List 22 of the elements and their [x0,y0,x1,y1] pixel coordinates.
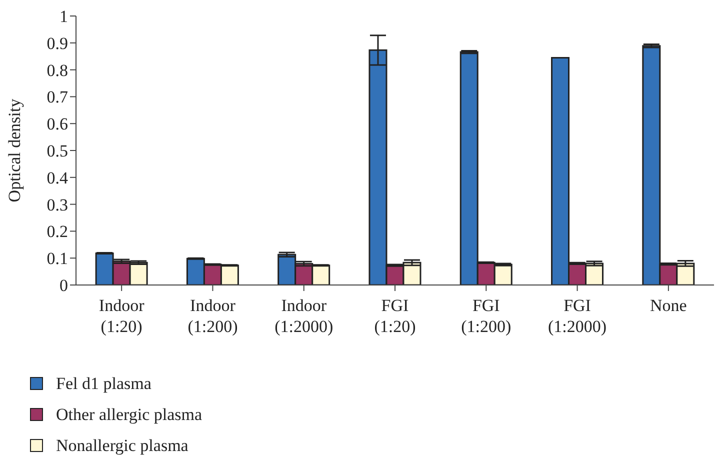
x-tick-label: FGI (1:200) [461,296,512,336]
y-tick-label: 0.9 [46,34,68,53]
y-tick-label: 0.3 [46,195,68,214]
y-tick-label: 0 [60,276,68,296]
legend-label: Other allergic plasma [56,404,202,424]
y-tick-label: 0.8 [46,60,68,80]
legend-label: Fel d1 plasma [56,374,152,394]
y-tick-label: 0.4 [46,168,68,188]
x-tick-label: Indoor (1:2000) [274,296,334,336]
x-tick-label: Indoor (1:20) [98,296,145,336]
x-tick-label: FGI (1:2000) [548,296,607,336]
x-tick-label: None [650,296,687,315]
x-tick-label: FGI (1:20) [374,296,416,336]
y-tick-label: 0.2 [46,222,68,242]
legend-label: Nonallergic plasma [56,436,188,456]
y-tick-label: 0.6 [46,114,68,134]
y-tick-label: 0.7 [46,88,68,107]
y-tick-label: 0.1 [46,249,68,268]
y-axis-title: Optical density [5,98,24,202]
y-tick-label: 0.5 [46,142,68,161]
x-tick-label: Indoor (1:200) [188,296,238,336]
y-tick-label: 1 [60,7,68,26]
